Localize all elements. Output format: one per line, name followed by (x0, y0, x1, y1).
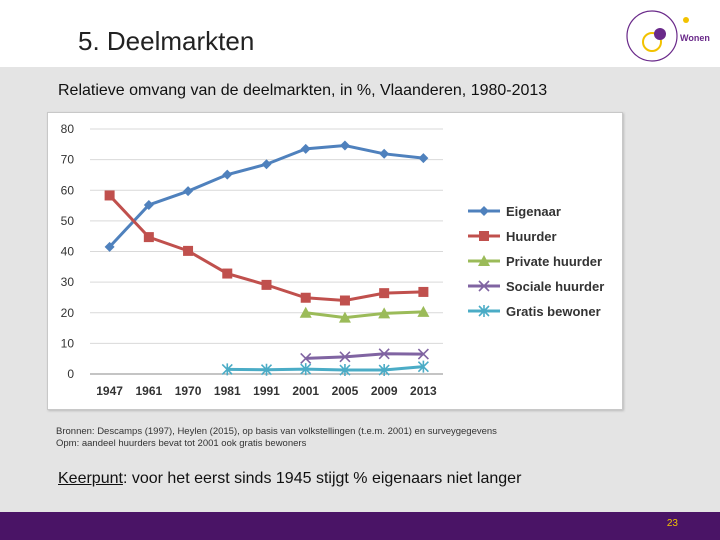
y-tick-label: 70 (61, 153, 75, 167)
y-tick-label: 30 (61, 275, 75, 289)
legend-marker-gratis-bewoner (478, 305, 490, 317)
legend-marker-eigenaar (479, 206, 489, 216)
legend-label-sociale-huurder: Sociale huurder (506, 279, 604, 294)
data-point-sociale-huurder (300, 352, 312, 364)
legend-label-gratis-bewoner: Gratis bewoner (506, 304, 601, 319)
footer-bar: 23 (0, 512, 720, 540)
series-line-private-huurder (305, 310, 424, 320)
logo-dot (654, 28, 666, 40)
data-point-gratis-bewoner (417, 360, 429, 373)
x-tick-label: 2009 (371, 384, 398, 398)
data-point-huurder (104, 190, 115, 201)
data-point-private-huurder (338, 311, 351, 323)
data-point-gratis-bewoner (378, 364, 390, 377)
data-point-eigenaar (143, 199, 154, 210)
y-tick-label: 10 (61, 336, 75, 350)
source-line-1: Bronnen: Descamps (1997), Heylen (2015),… (56, 426, 497, 437)
wonen-logo: Wonen (626, 10, 710, 62)
slide-title: 5. Deelmarkten (78, 26, 255, 56)
data-point-eigenaar (183, 186, 194, 197)
page-number: 23 (666, 518, 678, 529)
x-tick-label: 1970 (175, 384, 202, 398)
data-point-eigenaar (222, 169, 233, 180)
logo-person-icon (683, 17, 689, 23)
data-point-huurder (418, 286, 429, 297)
data-point-huurder (339, 295, 350, 306)
data-point-huurder (222, 268, 233, 279)
keerpunt-label: Keerpunt (58, 470, 123, 487)
legend-label-private-huurder: Private huurder (506, 254, 602, 269)
data-point-huurder (143, 232, 154, 243)
line-chart: 0 10 20 30 40 50 60 70 80 1947 1961 1970 1981 1991 200… (61, 122, 605, 398)
series-line-gratis-bewoner (227, 365, 424, 372)
data-point-eigenaar (379, 148, 390, 159)
data-point-huurder (183, 245, 194, 256)
data-point-gratis-bewoner (300, 363, 312, 376)
legend-label-huurder: Huurder (506, 229, 557, 244)
logo-ring (626, 10, 678, 62)
series-line-sociale-huurder (305, 352, 424, 360)
data-point-eigenaar (261, 159, 272, 170)
y-tick-label: 40 (61, 245, 75, 259)
data-point-gratis-bewoner (221, 363, 233, 376)
data-point-huurder (379, 288, 390, 299)
y-tick-label: 0 (67, 367, 74, 381)
data-point-gratis-bewoner (260, 363, 273, 376)
chart-frame: 0 10 20 30 40 50 60 70 80 1947 1961 1970 1981 1991 200… (47, 112, 623, 410)
logo-sun (642, 32, 662, 52)
source-note: Bronnen: Descamps (1997), Heylen (2015),… (56, 426, 497, 450)
legend-marker-sociale-huurder (478, 280, 490, 292)
source-line-2: Opm: aandeel huurders bevat tot 2001 ook… (56, 438, 307, 449)
chart-subtitle: Relatieve omvang van de deelmarkten, in … (58, 82, 548, 99)
data-point-huurder (261, 279, 272, 290)
data-point-sociale-huurder (378, 348, 390, 360)
data-point-private-huurder (378, 307, 391, 319)
data-point-private-huurder (299, 306, 312, 318)
y-tick-label: 50 (61, 214, 75, 228)
x-tick-label: 2001 (292, 384, 319, 398)
legend-label-eigenaar: Eigenaar (506, 204, 561, 219)
data-point-gratis-bewoner (339, 364, 351, 377)
logo-text: Wonen (680, 33, 710, 43)
keerpunt-rest: : voor het eerst sinds 1945 stijgt % eig… (122, 470, 522, 487)
x-tick-label: 1961 (135, 384, 162, 398)
x-tick-label: 1947 (96, 384, 123, 398)
y-tick-label: 20 (61, 306, 75, 320)
data-point-eigenaar (339, 140, 350, 151)
y-tick-label: 60 (61, 183, 75, 197)
data-point-sociale-huurder (339, 351, 351, 363)
x-tick-label: 1991 (253, 384, 280, 398)
data-point-eigenaar (104, 241, 115, 252)
data-point-huurder (300, 292, 311, 303)
y-tick-label: 80 (61, 122, 75, 136)
x-tick-label: 2005 (332, 384, 359, 398)
x-tick-label: 1981 (214, 384, 241, 398)
x-tick-label: 2013 (410, 384, 437, 398)
data-point-eigenaar (300, 143, 311, 154)
data-point-eigenaar (418, 153, 429, 164)
legend-marker-huurder (479, 231, 489, 241)
keerpunt-text: Keerpunt: voor het eerst sinds 1945 stij… (58, 470, 521, 488)
data-point-private-huurder (417, 305, 430, 317)
data-point-sociale-huurder (417, 348, 429, 360)
legend-marker-private-huurder (478, 255, 490, 266)
